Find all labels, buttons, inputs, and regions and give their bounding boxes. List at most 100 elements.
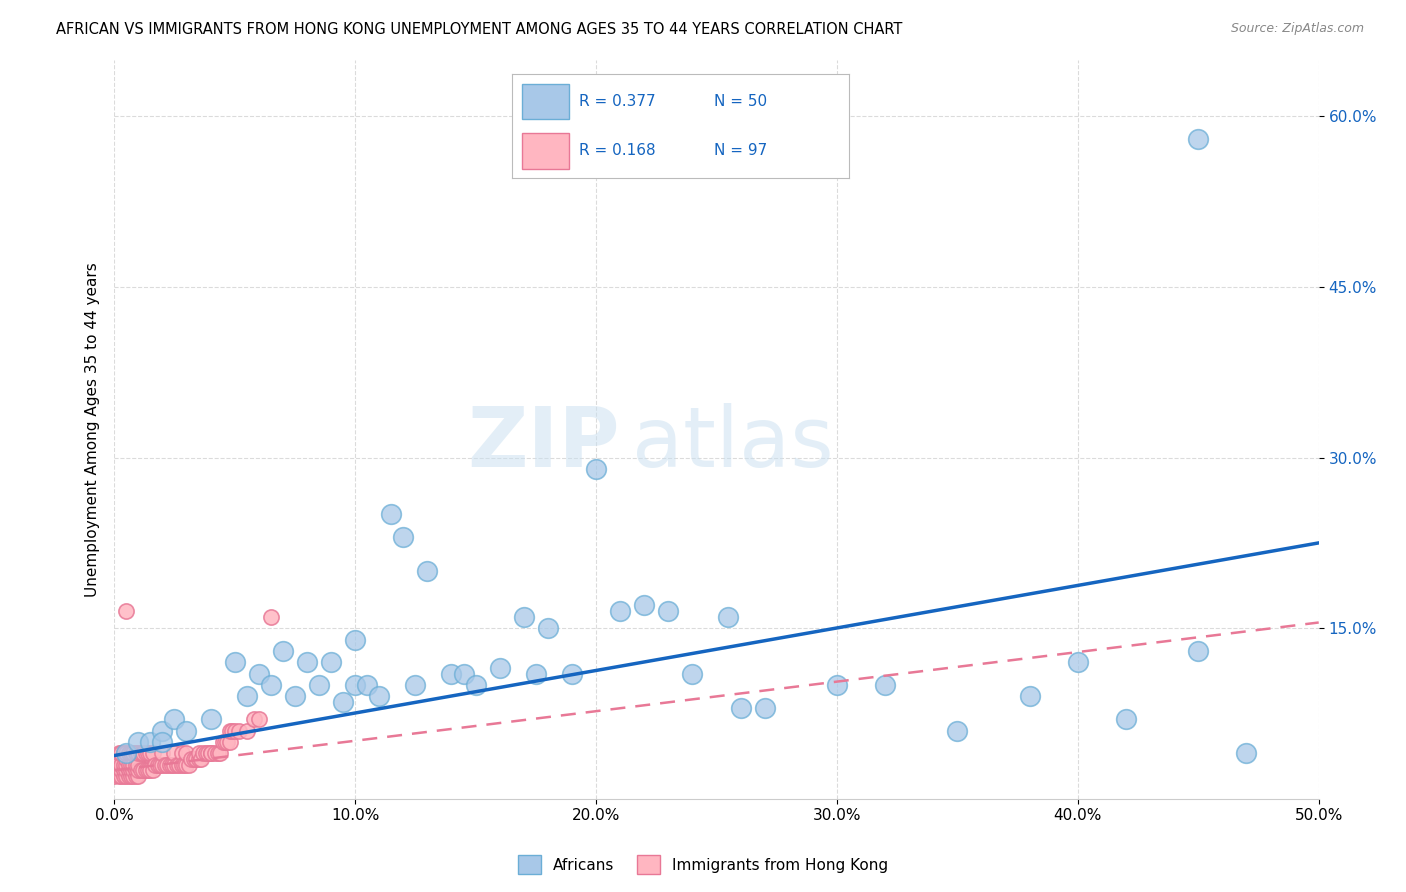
Point	[271, 644, 294, 658]
Point	[247, 712, 270, 726]
Point	[187, 752, 209, 766]
Point	[488, 661, 510, 675]
Point	[224, 655, 246, 669]
Point	[149, 757, 172, 772]
Point	[122, 769, 145, 783]
Point	[319, 655, 342, 669]
Point	[217, 735, 239, 749]
Point	[103, 769, 125, 783]
Point	[717, 609, 740, 624]
Point	[440, 666, 463, 681]
Point	[561, 666, 583, 681]
Point	[193, 746, 215, 760]
Point	[110, 769, 132, 783]
Point	[344, 678, 367, 692]
Point	[524, 666, 547, 681]
Point	[143, 757, 166, 772]
Point	[115, 769, 138, 783]
Point	[136, 764, 159, 778]
Text: AFRICAN VS IMMIGRANTS FROM HONG KONG UNEMPLOYMENT AMONG AGES 35 TO 44 YEARS CORR: AFRICAN VS IMMIGRANTS FROM HONG KONG UNE…	[56, 22, 903, 37]
Point	[247, 666, 270, 681]
Point	[260, 678, 283, 692]
Point	[260, 609, 283, 624]
Point	[108, 769, 131, 783]
Point	[105, 757, 128, 772]
Point	[875, 678, 897, 692]
Point	[120, 757, 142, 772]
Point	[187, 746, 209, 760]
Point	[1067, 655, 1090, 669]
Text: ZIP: ZIP	[468, 403, 620, 484]
Point	[150, 735, 173, 749]
Point	[173, 757, 195, 772]
Point	[112, 757, 135, 772]
Point	[200, 746, 222, 760]
Point	[1018, 690, 1040, 704]
Point	[585, 462, 607, 476]
Point	[221, 723, 243, 738]
Text: atlas: atlas	[633, 403, 834, 484]
Point	[197, 746, 219, 760]
Point	[150, 757, 173, 772]
Point	[166, 757, 188, 772]
Point	[380, 508, 402, 522]
Point	[117, 746, 139, 760]
Y-axis label: Unemployment Among Ages 35 to 44 years: Unemployment Among Ages 35 to 44 years	[86, 262, 100, 597]
Point	[134, 764, 156, 778]
Point	[117, 764, 139, 778]
Point	[209, 746, 232, 760]
Point	[122, 746, 145, 760]
Point	[146, 757, 169, 772]
Point	[163, 746, 186, 760]
Legend: Africans, Immigrants from Hong Kong: Africans, Immigrants from Hong Kong	[512, 849, 894, 880]
Point	[200, 746, 222, 760]
Point	[115, 764, 138, 778]
Point	[609, 604, 631, 618]
Point	[1236, 746, 1258, 760]
Point	[176, 757, 198, 772]
Point	[127, 735, 149, 749]
Point	[180, 752, 202, 766]
Point	[332, 695, 354, 709]
Point	[127, 769, 149, 783]
Point	[163, 712, 186, 726]
Point	[235, 723, 257, 738]
Point	[176, 746, 198, 760]
Point	[150, 746, 173, 760]
Point	[177, 757, 200, 772]
Point	[129, 746, 152, 760]
Point	[243, 712, 266, 726]
Point	[224, 723, 246, 738]
Point	[112, 769, 135, 783]
Point	[356, 678, 378, 692]
Point	[127, 764, 149, 778]
Point	[112, 764, 135, 778]
Point	[657, 604, 679, 618]
Point	[120, 769, 142, 783]
Point	[211, 735, 233, 749]
Point	[946, 723, 969, 738]
Point	[207, 746, 229, 760]
Point	[108, 764, 131, 778]
Point	[115, 746, 138, 760]
Point	[122, 757, 145, 772]
Point	[512, 609, 534, 624]
Point	[117, 769, 139, 783]
Point	[537, 621, 560, 635]
Point	[825, 678, 848, 692]
Point	[125, 757, 148, 772]
Point	[139, 735, 162, 749]
Point	[453, 666, 475, 681]
Point	[633, 599, 655, 613]
Point	[132, 764, 155, 778]
Text: Source: ZipAtlas.com: Source: ZipAtlas.com	[1230, 22, 1364, 36]
Point	[170, 746, 193, 760]
Point	[153, 757, 176, 772]
Point	[228, 723, 250, 738]
Point	[1187, 132, 1209, 146]
Point	[368, 690, 391, 704]
Point	[344, 632, 367, 647]
Point	[284, 690, 307, 704]
Point	[125, 764, 148, 778]
Point	[127, 757, 149, 772]
